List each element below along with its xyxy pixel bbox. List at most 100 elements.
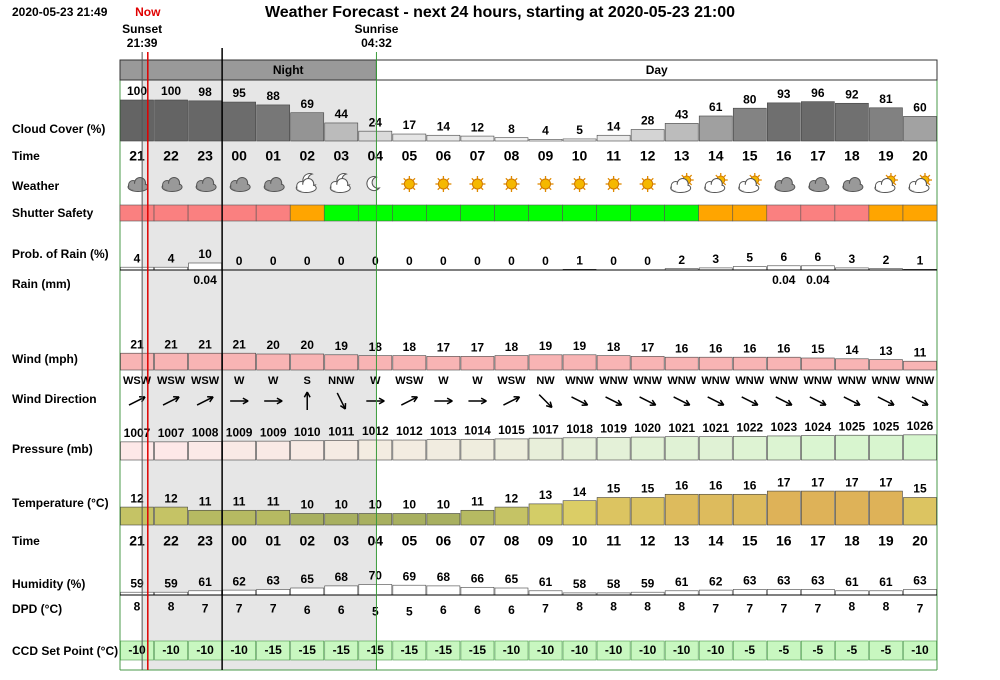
ccd-cell xyxy=(494,640,529,661)
wind-arrow-head xyxy=(276,397,283,405)
cloud xyxy=(129,183,148,191)
hour-label: 10 xyxy=(572,533,588,549)
hour-label: 08 xyxy=(504,148,520,164)
rain_probability-label: 0 xyxy=(406,254,413,268)
cloud xyxy=(265,183,284,191)
wind-bar xyxy=(392,355,427,371)
ccd-label: -15 xyxy=(469,643,487,657)
ccd-label: -10 xyxy=(605,643,623,657)
wind-direction-label: W xyxy=(438,375,449,387)
sun-ray xyxy=(650,187,654,191)
wind-direction-label: S xyxy=(304,375,311,387)
temperature-bar xyxy=(869,490,903,526)
hour-label: 16 xyxy=(776,148,792,164)
shutter-cell xyxy=(868,204,904,222)
dpd-label: 8 xyxy=(576,600,583,614)
pressure-bar xyxy=(222,440,256,461)
wind-bar xyxy=(528,354,563,371)
humidity-label: 61 xyxy=(879,575,893,589)
wind-label: 17 xyxy=(437,341,451,355)
wind-bar xyxy=(732,356,767,371)
wind-arrow-head xyxy=(649,399,657,406)
wind-direction-label: NW xyxy=(536,375,555,387)
rain_probability-label: 0 xyxy=(542,254,549,268)
shutter-cell xyxy=(187,204,223,222)
shutter-cell xyxy=(153,204,189,222)
wind-arrow xyxy=(400,396,418,406)
cloud_cover-label: 5 xyxy=(576,123,583,137)
rain_probability-label: 2 xyxy=(678,253,685,267)
day-label: Day xyxy=(646,63,668,77)
cloud_cover-bar xyxy=(903,116,937,142)
cloud xyxy=(775,183,794,191)
rain_probability-label: 0 xyxy=(474,254,481,268)
temperature-bar xyxy=(460,509,495,526)
wind-direction-label: WNW xyxy=(735,375,764,387)
sun-ray xyxy=(919,174,923,178)
hour-label: 12 xyxy=(640,533,656,549)
pressure-bar xyxy=(766,435,801,461)
sun-ray xyxy=(514,177,518,181)
wind-label: 11 xyxy=(914,345,927,359)
row-label: Pressure (mb) xyxy=(12,442,93,456)
cloud_cover-label: 100 xyxy=(161,84,181,98)
wind-arrow xyxy=(605,396,622,406)
sun-ray xyxy=(689,182,693,186)
row-label: Cloud Cover (%) xyxy=(12,122,105,136)
hour-label: 08 xyxy=(504,533,520,549)
shutter-cell xyxy=(528,204,563,222)
rain_probability-label: 0 xyxy=(610,254,617,268)
pressure-bar xyxy=(290,440,325,461)
temperature-bar xyxy=(324,513,359,526)
dpd-label: 7 xyxy=(917,601,924,615)
sun-ray xyxy=(573,187,577,191)
now-label: Now xyxy=(135,5,161,19)
wind-direction-label: WSW xyxy=(497,375,526,387)
wind-direction-label: WNW xyxy=(599,375,628,387)
cloud_cover-label: 69 xyxy=(301,97,315,111)
shutter-cell xyxy=(221,204,257,222)
rain_probability-bar xyxy=(188,262,222,271)
humidity-label: 63 xyxy=(743,574,757,588)
pressure-bar xyxy=(630,436,665,461)
cloud_cover-bar xyxy=(324,122,359,142)
cloud_cover-bar xyxy=(120,99,154,142)
wind-arrow-head xyxy=(339,403,347,410)
wind-label: 13 xyxy=(879,344,893,358)
rain_probability-bar xyxy=(801,265,835,271)
cloud_cover-bar xyxy=(766,102,801,142)
wind-label: 19 xyxy=(539,339,553,353)
pressure-label: 1011 xyxy=(328,425,354,439)
wind-bar xyxy=(222,352,256,371)
wind-arrow-head xyxy=(717,399,725,406)
sun-ray xyxy=(437,187,441,191)
shutter-cell xyxy=(357,204,393,222)
hour-label: 10 xyxy=(572,148,588,164)
dpd-label: 7 xyxy=(712,601,719,615)
wind-arrow xyxy=(503,396,520,406)
hour-label: 09 xyxy=(538,148,554,164)
pressure-bar xyxy=(664,436,699,461)
cloud_cover-bar xyxy=(835,102,869,142)
wind-direction-label: WNW xyxy=(906,375,935,387)
ccd-label: -15 xyxy=(401,643,419,657)
pressure-bar xyxy=(869,434,903,461)
dpd-label: 8 xyxy=(134,600,141,614)
wind-label: 19 xyxy=(573,339,587,353)
humidity-bar xyxy=(801,589,835,596)
hour-label: 05 xyxy=(402,533,418,549)
row-label: Rain (mm) xyxy=(12,277,71,291)
cloud_cover-bar xyxy=(698,115,733,142)
pressure-label: 1007 xyxy=(124,426,151,440)
cloud xyxy=(297,184,316,192)
temperature-bar xyxy=(596,497,631,526)
ccd-cell xyxy=(358,640,393,661)
pressure-label: 1023 xyxy=(770,420,797,434)
ccd-label: -5 xyxy=(881,643,892,657)
rain-label: 0.04 xyxy=(193,273,217,287)
humidity-label: 58 xyxy=(607,577,621,591)
cloud_cover-label: 100 xyxy=(127,84,147,98)
ccd-label: -5 xyxy=(744,643,755,657)
cloud_cover-label: 4 xyxy=(542,124,549,138)
hour-label: 02 xyxy=(299,533,315,549)
